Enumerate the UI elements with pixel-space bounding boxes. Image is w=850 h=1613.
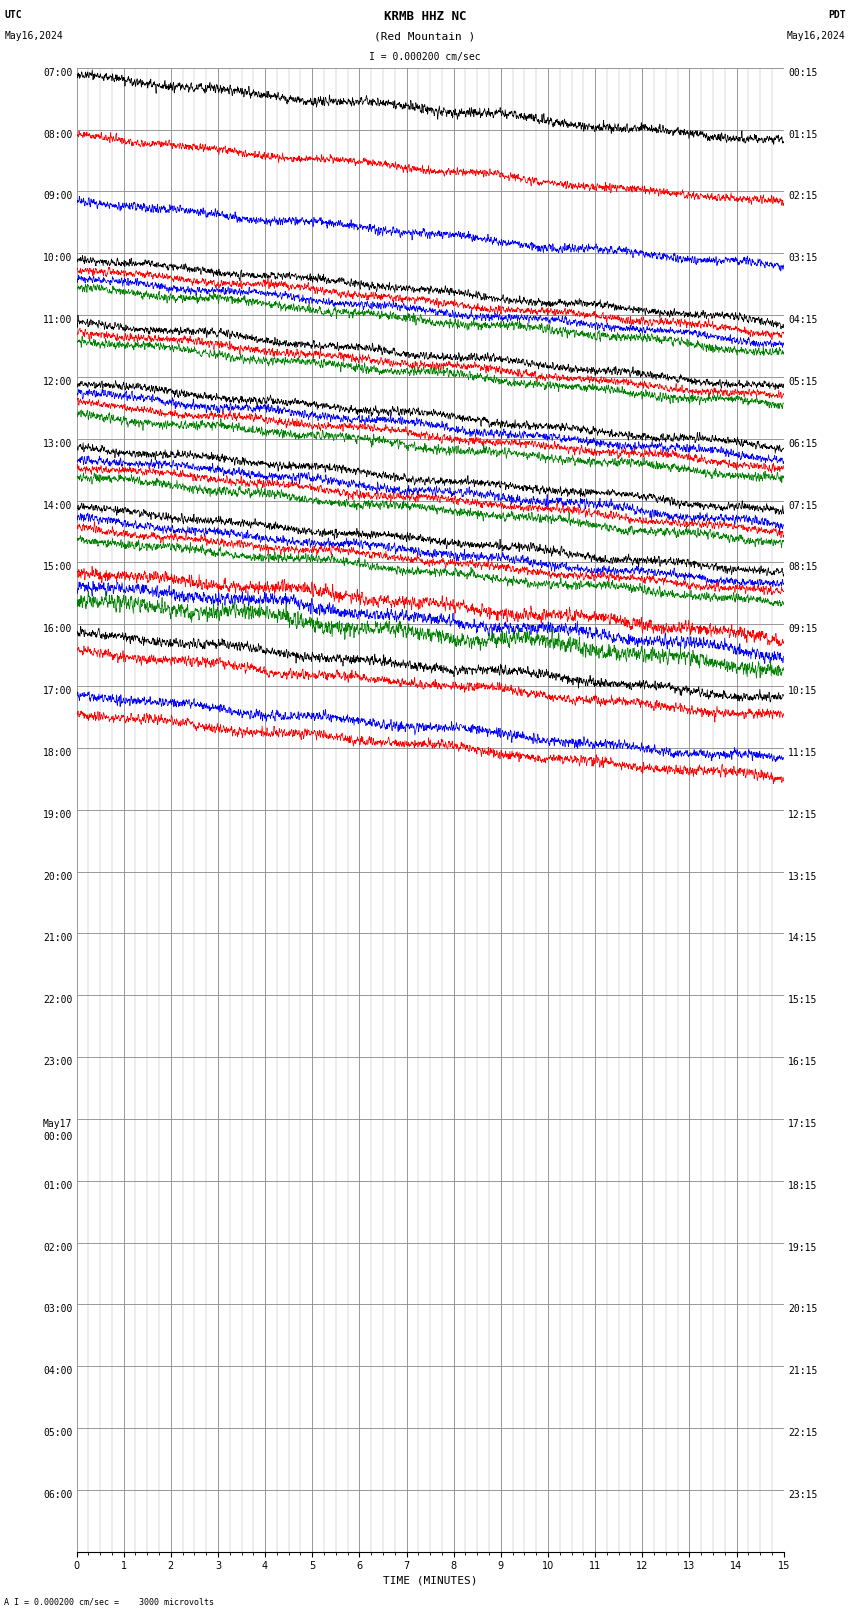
Text: 04:15: 04:15 bbox=[788, 315, 818, 326]
Text: 15:15: 15:15 bbox=[788, 995, 818, 1005]
Text: 16:00: 16:00 bbox=[42, 624, 72, 634]
Text: 04:00: 04:00 bbox=[42, 1366, 72, 1376]
Text: 18:15: 18:15 bbox=[788, 1181, 818, 1190]
Text: 17:00: 17:00 bbox=[42, 686, 72, 697]
Text: May16,2024: May16,2024 bbox=[787, 31, 846, 40]
Text: UTC: UTC bbox=[4, 10, 22, 19]
Text: 22:15: 22:15 bbox=[788, 1428, 818, 1439]
Text: 10:00: 10:00 bbox=[42, 253, 72, 263]
Text: 09:15: 09:15 bbox=[788, 624, 818, 634]
Text: 14:15: 14:15 bbox=[788, 934, 818, 944]
Text: 08:00: 08:00 bbox=[42, 129, 72, 140]
Text: 06:15: 06:15 bbox=[788, 439, 818, 448]
Text: (Red Mountain ): (Red Mountain ) bbox=[374, 31, 476, 40]
Text: 01:00: 01:00 bbox=[42, 1181, 72, 1190]
Text: 02:15: 02:15 bbox=[788, 192, 818, 202]
Text: 16:15: 16:15 bbox=[788, 1057, 818, 1068]
Text: 00:00: 00:00 bbox=[42, 1132, 72, 1142]
Text: 08:15: 08:15 bbox=[788, 563, 818, 573]
Text: I = 0.000200 cm/sec: I = 0.000200 cm/sec bbox=[369, 52, 481, 61]
Text: 11:00: 11:00 bbox=[42, 315, 72, 326]
Text: KRMB HHZ NC: KRMB HHZ NC bbox=[383, 10, 467, 23]
Text: 11:15: 11:15 bbox=[788, 748, 818, 758]
Text: 03:00: 03:00 bbox=[42, 1305, 72, 1315]
Text: 01:15: 01:15 bbox=[788, 129, 818, 140]
Text: 20:00: 20:00 bbox=[42, 871, 72, 882]
Text: A I = 0.000200 cm/sec =    3000 microvolts: A I = 0.000200 cm/sec = 3000 microvolts bbox=[4, 1597, 214, 1607]
Text: 00:15: 00:15 bbox=[788, 68, 818, 77]
Text: 06:00: 06:00 bbox=[42, 1490, 72, 1500]
Text: 22:00: 22:00 bbox=[42, 995, 72, 1005]
Text: 20:15: 20:15 bbox=[788, 1305, 818, 1315]
Text: 15:00: 15:00 bbox=[42, 563, 72, 573]
Text: 21:15: 21:15 bbox=[788, 1366, 818, 1376]
Text: 19:15: 19:15 bbox=[788, 1242, 818, 1253]
Text: 03:15: 03:15 bbox=[788, 253, 818, 263]
Text: 23:15: 23:15 bbox=[788, 1490, 818, 1500]
Text: 07:15: 07:15 bbox=[788, 500, 818, 511]
Text: 21:00: 21:00 bbox=[42, 934, 72, 944]
Text: May17: May17 bbox=[42, 1119, 72, 1129]
Text: 12:00: 12:00 bbox=[42, 377, 72, 387]
Text: 13:00: 13:00 bbox=[42, 439, 72, 448]
Text: 14:00: 14:00 bbox=[42, 500, 72, 511]
Text: PDT: PDT bbox=[828, 10, 846, 19]
Text: 02:00: 02:00 bbox=[42, 1242, 72, 1253]
Text: 10:15: 10:15 bbox=[788, 686, 818, 697]
Text: 17:15: 17:15 bbox=[788, 1119, 818, 1129]
X-axis label: TIME (MINUTES): TIME (MINUTES) bbox=[382, 1576, 478, 1586]
Text: 05:15: 05:15 bbox=[788, 377, 818, 387]
Text: 09:00: 09:00 bbox=[42, 192, 72, 202]
Text: May16,2024: May16,2024 bbox=[4, 31, 63, 40]
Text: 18:00: 18:00 bbox=[42, 748, 72, 758]
Text: 13:15: 13:15 bbox=[788, 871, 818, 882]
Text: 23:00: 23:00 bbox=[42, 1057, 72, 1068]
Text: 12:15: 12:15 bbox=[788, 810, 818, 819]
Text: 19:00: 19:00 bbox=[42, 810, 72, 819]
Text: 05:00: 05:00 bbox=[42, 1428, 72, 1439]
Text: 07:00: 07:00 bbox=[42, 68, 72, 77]
